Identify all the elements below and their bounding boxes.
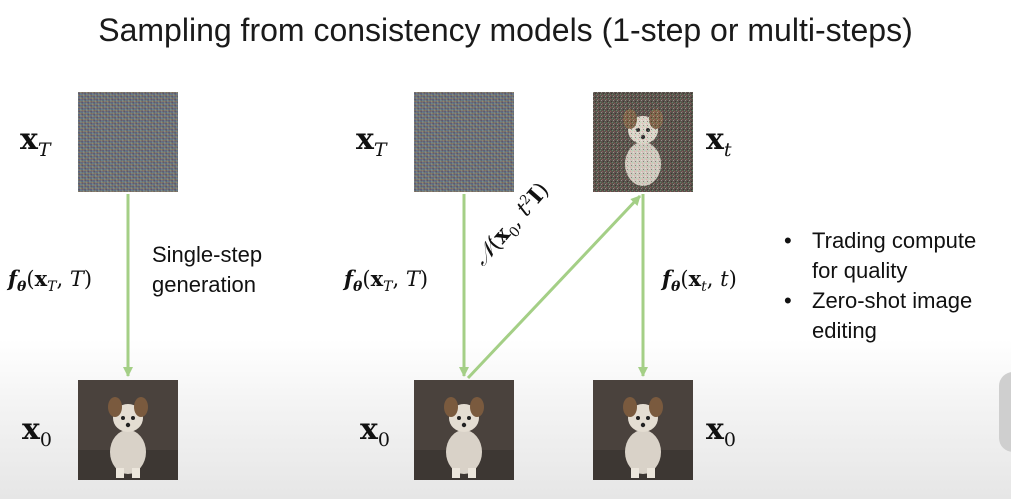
benefits-list: Trading compute for quality Zero-shot im… (784, 226, 976, 346)
left-x0-label: x0 (22, 412, 52, 451)
right-xt-label: xt (706, 122, 732, 161)
left-function-label: fθ(xT, T) (8, 266, 93, 296)
middle-function-label: fθ(xT, T) (344, 266, 429, 296)
slide-title: Sampling from consistency models (1-step… (98, 12, 913, 48)
left-noise-image (78, 92, 178, 192)
middle-dog-image (414, 380, 514, 480)
left-dog-image (78, 380, 178, 480)
noisy-dog-image (593, 92, 693, 192)
right-x0-label: x0 (706, 412, 736, 451)
edge-overlay (999, 372, 1011, 452)
bullet-item: Trading compute for quality (784, 226, 976, 286)
left-xT-label: xT (20, 122, 51, 161)
single-step-caption: Single-step generation (152, 242, 263, 297)
noise-arrow (466, 194, 642, 380)
middle-xT-label: xT (356, 122, 387, 161)
middle-noise-image (414, 92, 514, 192)
right-dog-image (593, 380, 693, 480)
right-function-label: fθ(xt, t) (662, 266, 737, 296)
middle-x0-label: x0 (360, 412, 390, 451)
bullet-item: Zero-shot image editing (784, 286, 976, 346)
